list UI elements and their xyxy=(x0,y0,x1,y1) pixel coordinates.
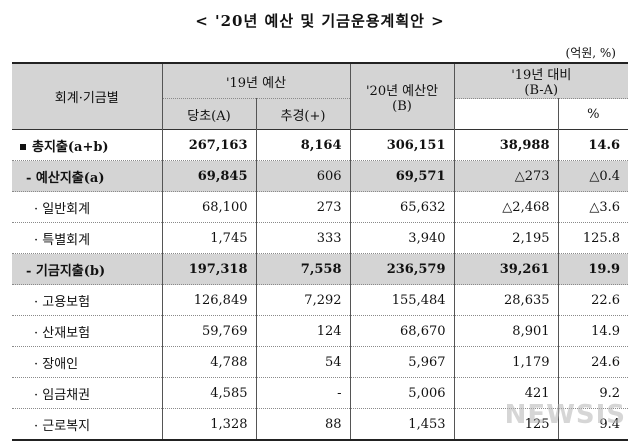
header-compare: '19년 대비 (B-A) xyxy=(453,62,629,99)
cell-pct: 9.4 xyxy=(557,408,629,441)
cell-initial: 1,328 xyxy=(161,408,257,441)
newsis-watermark: NEWSIS xyxy=(504,400,626,430)
row-label: 총지출(a+b) xyxy=(12,129,163,161)
cell-initial: 197,318 xyxy=(161,253,257,285)
cell-pct: 14.9 xyxy=(557,315,629,347)
cell-b20: 236,579 xyxy=(349,253,455,285)
cell-diff: △2,468 xyxy=(453,191,559,223)
cell-b20: 69,571 xyxy=(349,160,455,192)
cell-pct: 22.6 xyxy=(557,284,629,316)
table-row: · 고용보험 126,849 7,292 155,484 28,635 22.6 xyxy=(12,284,629,316)
cell-supp: 8,164 xyxy=(255,129,351,161)
cell-supp: - xyxy=(255,377,351,409)
cell-pct: 19.9 xyxy=(557,253,629,285)
table-row: 총지출(a+b) 267,163 8,164 306,151 38,988 14… xyxy=(12,129,629,161)
cell-diff: 1,179 xyxy=(453,346,559,378)
cell-initial: 68,100 xyxy=(161,191,257,223)
header-budget20-sub: (B) xyxy=(392,98,412,114)
cell-diff: 8,901 xyxy=(453,315,559,347)
cell-diff: 39,261 xyxy=(453,253,559,285)
cell-initial: 69,845 xyxy=(161,160,257,192)
cell-b20: 1,453 xyxy=(349,408,455,441)
cell-diff: 2,195 xyxy=(453,222,559,254)
cell-b20: 68,670 xyxy=(349,315,455,347)
cell-b20: 155,484 xyxy=(349,284,455,316)
row-label: · 임금채권 xyxy=(12,377,163,409)
row-label: · 근로복지 xyxy=(12,408,163,441)
table-row: · 근로복지 1,328 88 1,453 125 9.4 xyxy=(12,408,629,441)
header-diff-empty xyxy=(453,98,559,130)
cell-supp: 124 xyxy=(255,315,351,347)
table-row: · 일반회계 68,100 273 65,632 △2,468 △3.6 xyxy=(12,191,629,223)
cell-pct: 9.2 xyxy=(557,377,629,409)
cell-supp: 333 xyxy=(255,222,351,254)
cell-b20: 65,632 xyxy=(349,191,455,223)
table-row: · 산재보험 59,769 124 68,670 8,901 14.9 xyxy=(12,315,629,347)
header-initial: 당초(A) xyxy=(162,98,257,130)
budget-table: 회계·기금별 '19년 예산 '20년 예산안 (B) '19년 대비 (B-A… xyxy=(12,62,629,441)
row-label: - 기금지출(b) xyxy=(12,253,163,285)
header-compare-sub: (B-A) xyxy=(524,83,559,98)
table-row: - 예산지출(a) 69,845 606 69,571 △273 △0.4 xyxy=(12,160,629,192)
cell-diff: 125 xyxy=(453,408,559,441)
cell-b20: 306,151 xyxy=(349,129,455,161)
table-row: · 특별회계 1,745 333 3,940 2,195 125.8 xyxy=(12,222,629,254)
table-row: - 기금지출(b) 197,318 7,558 236,579 39,261 1… xyxy=(12,253,629,285)
header-budget20: '20년 예산안 (B) xyxy=(349,62,455,130)
cell-supp: 54 xyxy=(255,346,351,378)
cell-supp: 606 xyxy=(255,160,351,192)
header-budget19: '19년 예산 xyxy=(161,62,351,99)
cell-pct: 125.8 xyxy=(557,222,629,254)
cell-initial: 4,585 xyxy=(161,377,257,409)
row-label: · 고용보험 xyxy=(12,284,163,316)
cell-supp: 273 xyxy=(255,191,351,223)
cell-initial: 1,745 xyxy=(161,222,257,254)
cell-diff: △273 xyxy=(453,160,559,192)
cell-b20: 5,006 xyxy=(349,377,455,409)
cell-pct: 24.6 xyxy=(557,346,629,378)
cell-b20: 3,940 xyxy=(349,222,455,254)
header-supplementary: 추경(+) xyxy=(255,98,351,130)
table-row: · 장애인 4,788 54 5,967 1,179 24.6 xyxy=(12,346,629,378)
cell-b20: 5,967 xyxy=(349,346,455,378)
cell-supp: 7,292 xyxy=(255,284,351,316)
row-label: · 산재보험 xyxy=(12,315,163,347)
cell-supp: 88 xyxy=(255,408,351,441)
cell-initial: 4,788 xyxy=(161,346,257,378)
row-label: · 장애인 xyxy=(12,346,163,378)
header-budget20-label: '20년 예산안 xyxy=(365,83,439,99)
row-label: - 예산지출(a) xyxy=(12,160,163,192)
cell-initial: 267,163 xyxy=(161,129,257,161)
row-label: · 특별회계 xyxy=(12,222,163,254)
cell-pct: 14.6 xyxy=(557,129,629,161)
table-title: < '20년 예산 및 기금운용계획안 > xyxy=(195,12,445,30)
table-header: 회계·기금별 '19년 예산 '20년 예산안 (B) '19년 대비 (B-A… xyxy=(12,62,629,130)
header-compare-label: '19년 대비 xyxy=(511,68,572,83)
cell-supp: 7,558 xyxy=(255,253,351,285)
cell-pct: △3.6 xyxy=(557,191,629,223)
unit-label: (억원, %) xyxy=(565,46,616,60)
cell-diff: 28,635 xyxy=(453,284,559,316)
square-bullet-icon xyxy=(20,144,26,150)
cell-pct: △0.4 xyxy=(557,160,629,192)
table-row: · 임금채권 4,585 - 5,006 421 9.2 xyxy=(12,377,629,409)
cell-initial: 59,769 xyxy=(161,315,257,347)
row-label: · 일반회계 xyxy=(12,191,163,223)
cell-diff: 38,988 xyxy=(453,129,559,161)
cell-initial: 126,849 xyxy=(161,284,257,316)
header-pct: % xyxy=(557,98,629,130)
header-category: 회계·기금별 xyxy=(12,62,163,130)
